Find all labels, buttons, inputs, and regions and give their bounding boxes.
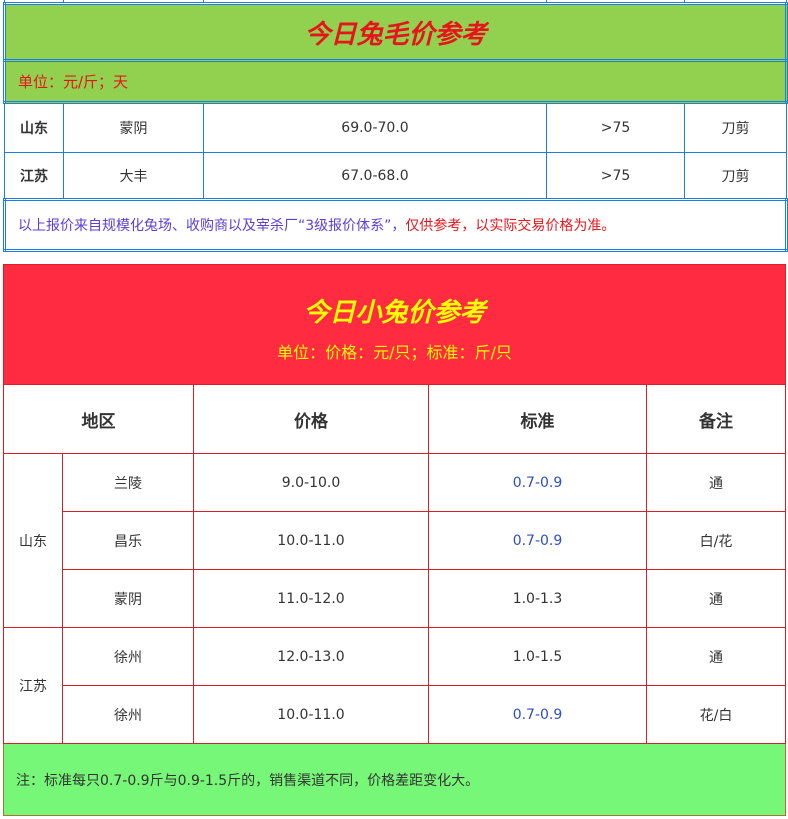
province: 山东	[4, 102, 64, 153]
note-source: 以上报价来自规模化兔场、收购商以及宰杀厂“3级报价体系”，	[18, 218, 406, 234]
standard: 1.0-1.5	[428, 627, 647, 686]
wool-title: 今日兔毛价参考	[3, 2, 788, 62]
length: >75	[546, 102, 685, 153]
city: 徐州	[62, 685, 194, 744]
city: 蒙阴	[63, 102, 204, 153]
price: 67.0-68.0	[203, 152, 547, 200]
city: 大丰	[63, 152, 204, 200]
city: 昌乐	[62, 511, 194, 570]
header-standard: 标准	[428, 384, 647, 454]
kit-header: 今日小兔价参考 单位：价格：元/只；标准：斤/只	[2, 264, 787, 385]
kit-price-table: 今日小兔价参考 单位：价格：元/只；标准：斤/只 地区 价格 标准 备注 山东 …	[2, 264, 787, 816]
wool-note: 以上报价来自规模化兔场、收购商以及宰杀厂“3级报价体系”，仅供参考，以实际交易价…	[3, 198, 788, 252]
price: 10.0-11.0	[193, 685, 429, 744]
city: 兰陵	[62, 453, 194, 512]
kit-title: 今日小兔价参考	[303, 298, 486, 328]
price: 12.0-13.0	[193, 627, 429, 686]
header-remark: 备注	[645, 384, 787, 454]
price: 69.0-70.0	[203, 102, 547, 153]
method: 刀剪	[684, 152, 787, 200]
header-price: 价格	[193, 384, 429, 454]
standard: 0.7-0.9	[428, 685, 647, 744]
kit-unit: 单位：价格：元/只；标准：斤/只	[277, 343, 512, 362]
city: 徐州	[62, 627, 194, 686]
price: 10.0-11.0	[193, 511, 429, 570]
note-disclaimer: 仅供参考，以实际交易价格为准。	[405, 218, 616, 234]
length: >75	[546, 152, 685, 200]
remark: 白/花	[645, 511, 787, 570]
wool-unit: 单位：元/斤；天	[3, 59, 788, 104]
province: 江苏	[4, 152, 64, 200]
price: 9.0-10.0	[193, 453, 429, 512]
remark: 通	[645, 453, 787, 512]
remark: 花/白	[645, 685, 787, 744]
wool-price-table: 今日兔毛价参考 单位：元/斤；天 山东 蒙阴 69.0-70.0 >75 刀剪 …	[3, 0, 788, 252]
header-region: 地区	[3, 384, 194, 454]
province: 江苏	[3, 627, 63, 744]
province: 山东	[3, 453, 63, 628]
remark: 通	[645, 627, 787, 686]
remark: 通	[645, 569, 787, 628]
standard: 0.7-0.9	[428, 511, 647, 570]
price: 11.0-12.0	[193, 569, 429, 628]
city: 蒙阴	[62, 569, 194, 628]
method: 刀剪	[684, 102, 787, 153]
standard: 0.7-0.9	[428, 453, 647, 512]
kit-footnote: 注：标准每只0.7-0.9斤与0.9-1.5斤的，销售渠道不同，价格差距变化大。	[2, 743, 787, 816]
standard: 1.0-1.3	[428, 569, 647, 628]
